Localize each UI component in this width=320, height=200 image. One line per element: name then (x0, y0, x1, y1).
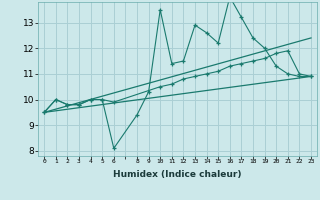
X-axis label: Humidex (Indice chaleur): Humidex (Indice chaleur) (113, 170, 242, 179)
